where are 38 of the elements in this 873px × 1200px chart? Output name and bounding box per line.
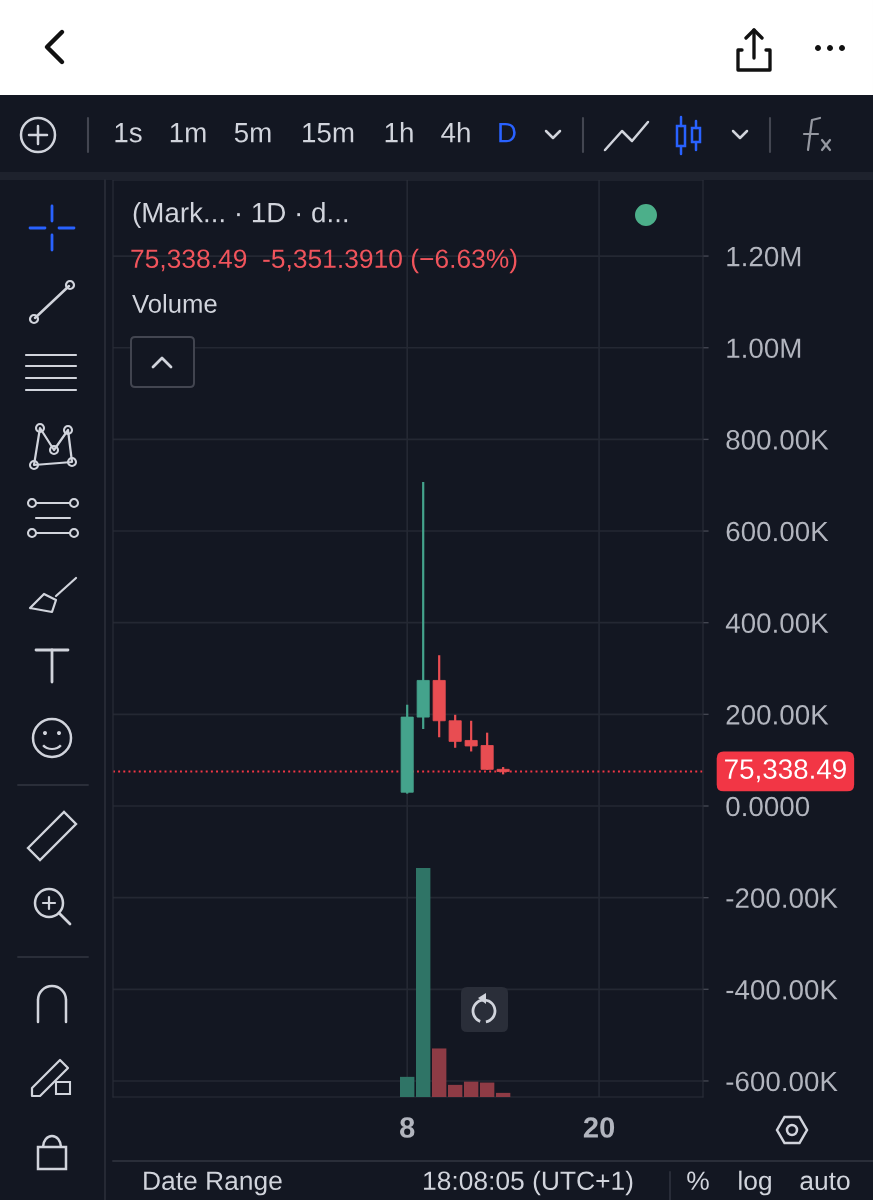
y-tick-label: 1.00M: [727, 338, 801, 359]
candlestick: [480, 731, 494, 771]
y-tick-label: -200.00K: [726, 888, 838, 908]
y-tick-label: -600.00K: [726, 1071, 838, 1092]
bar: [463, 1081, 479, 1097]
text: (Mark... · 1D · d...: [133, 202, 348, 228]
text: D: [499, 123, 516, 143]
x-tick-label: 8: [400, 1117, 415, 1138]
bar: [447, 1084, 463, 1097]
text: 18:08:05 (UTC+1): [424, 1170, 633, 1196]
bar: [479, 1082, 495, 1097]
bar: [495, 1092, 511, 1097]
text: %: [687, 1171, 709, 1190]
y-tick-label: 1.20M: [727, 246, 801, 267]
ref-line-label: 75,338.49: [725, 759, 846, 783]
text: 5m: [234, 123, 271, 143]
text: 4h: [441, 122, 470, 143]
candlestick: [448, 713, 462, 749]
y-tick-label: 0.0000: [726, 796, 810, 817]
y-tick-label: 800.00K: [726, 430, 829, 450]
x-tick-label: 20: [583, 1117, 615, 1138]
text: log: [739, 1170, 771, 1196]
text: auto: [800, 1172, 850, 1191]
bar: [400, 1076, 415, 1097]
bar: [431, 1048, 447, 1097]
y-tick-label: 600.00K: [726, 521, 829, 542]
y-tick-label: 200.00K: [726, 705, 829, 725]
y-tick-label: -400.00K: [726, 979, 838, 1000]
bar: [415, 868, 431, 1097]
text: 1h: [385, 122, 413, 143]
y-tick-label: 400.00K: [725, 613, 829, 634]
candlestick: [464, 719, 478, 753]
text: 1m: [170, 123, 206, 143]
annotation: Volume: [132, 294, 217, 313]
text: 1s: [115, 123, 142, 143]
text: 15m: [303, 123, 354, 143]
text: Date Range: [144, 1171, 282, 1196]
text: 75,338.49 -5,351.3910 (−6.63%): [131, 248, 517, 274]
